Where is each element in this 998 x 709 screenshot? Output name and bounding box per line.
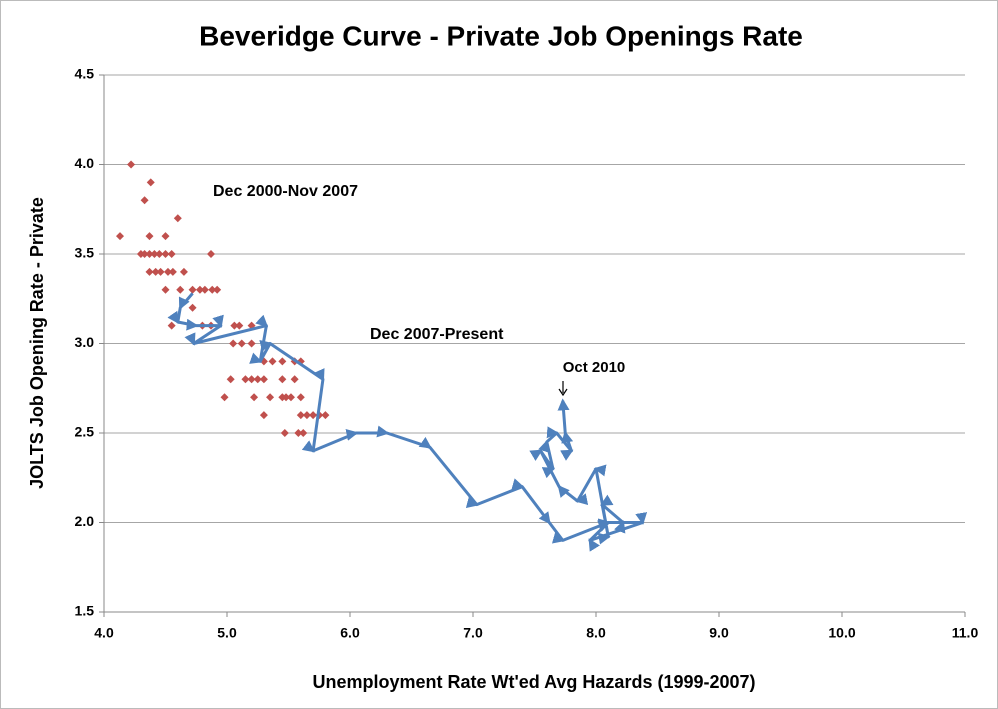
point [200, 285, 209, 294]
point [145, 232, 154, 241]
point [161, 285, 170, 294]
y-tick-label: 4.0 [75, 155, 95, 171]
point [213, 285, 222, 294]
series-label: Dec 2007-Present [370, 326, 504, 343]
x-tick-label: 11.0 [952, 625, 979, 641]
point [161, 250, 170, 258]
y-tick-label: 4.5 [75, 66, 95, 82]
point [156, 267, 165, 276]
point [176, 285, 185, 294]
x-tick-label: 5.0 [217, 625, 237, 641]
point [173, 214, 182, 223]
point [207, 250, 216, 258]
point [167, 250, 176, 258]
point [145, 250, 154, 258]
y-tick-label: 2.0 [75, 513, 95, 529]
point [163, 267, 172, 276]
point [188, 285, 197, 294]
point [168, 267, 177, 276]
x-tick-label: 4.0 [94, 625, 114, 641]
x-tick-label: 7.0 [463, 625, 483, 641]
point [115, 232, 124, 241]
x-tick-label: 8.0 [586, 625, 606, 641]
x-axis-label: Unemployment Rate Wt'ed Avg Hazards (199… [312, 672, 755, 692]
y-axis-label: JOLTS Job Opening Rate - Private [27, 197, 47, 489]
point [140, 250, 149, 258]
point [195, 285, 204, 294]
y-tick-label: 3.0 [75, 334, 95, 350]
annotation: Oct 2010 [563, 359, 626, 376]
point [150, 250, 159, 258]
y-tick-label: 1.5 [75, 603, 95, 619]
x-tick-label: 6.0 [340, 625, 360, 641]
series-label: Dec 2000-Nov 2007 [213, 183, 358, 200]
series-line [167, 292, 648, 552]
x-tick-label: 10.0 [828, 625, 855, 641]
x-tick-label: 9.0 [709, 625, 729, 641]
point [208, 285, 217, 294]
point [155, 250, 164, 258]
y-tick-label: 2.5 [75, 424, 95, 440]
point [146, 178, 155, 187]
y-tick-label: 3.5 [75, 245, 95, 261]
point [161, 232, 170, 241]
point [140, 196, 149, 205]
point [127, 160, 136, 169]
chart-title: Beveridge Curve - Private Job Openings R… [199, 20, 803, 51]
point [151, 267, 160, 276]
point [145, 267, 154, 276]
point [179, 267, 188, 276]
